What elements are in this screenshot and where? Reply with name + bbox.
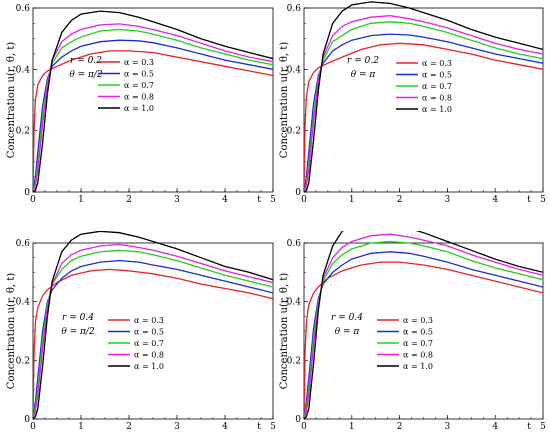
x-tick-label: 3 <box>174 422 180 432</box>
x-tick-label: 2 <box>397 422 403 432</box>
legend-label: α = 0.8 <box>403 351 433 360</box>
series-line-3 <box>304 240 543 419</box>
y-tick-label: 0.6 <box>16 239 31 249</box>
series-line-5 <box>304 1 543 192</box>
series-line-5 <box>33 231 273 419</box>
x-tick-label: 3 <box>174 195 180 205</box>
series-line-2 <box>33 39 273 192</box>
x-tick-label: 1 <box>78 422 84 432</box>
legend-label: α = 0.5 <box>403 328 433 337</box>
legend-label: α = 0.7 <box>124 81 154 90</box>
x-tick-label: 0 <box>30 195 36 205</box>
x-tick-label: 0 <box>301 195 307 205</box>
x-tick-label: 0 <box>301 422 307 432</box>
y-axis-label: Concentration u(r, θ, t) <box>279 273 290 389</box>
x-tick-label: 2 <box>126 422 132 432</box>
series-line-1 <box>304 42 543 192</box>
legend-label: α = 1.0 <box>422 105 452 114</box>
chart-panel-1: 0 1 2 3 4 5t 0 0.2 0.4 0.6 Concentration u(r, θ, t… <box>6 4 276 205</box>
y-tick-label: 0.4 <box>16 298 31 308</box>
legend-label: α = 0.5 <box>422 71 452 80</box>
series-line-2 <box>304 251 543 419</box>
legend-label: α = 0.5 <box>134 328 164 337</box>
legend-label: α = 0.7 <box>134 339 164 348</box>
legend-label: α = 0.7 <box>422 82 452 91</box>
x-tick-label: 3 <box>445 195 451 205</box>
x-tick-label: 1 <box>78 195 84 205</box>
series-line-2 <box>33 259 273 419</box>
legend-label: α = 1.0 <box>124 104 154 113</box>
y-tick-label: 0.6 <box>287 4 302 14</box>
x-tick-label: 5 <box>270 195 276 205</box>
x-tick-label: 2 <box>397 195 403 205</box>
series-line-3 <box>33 249 273 419</box>
x-tick-label: 1 <box>349 195 355 205</box>
annotation-text: θ = π <box>335 327 361 337</box>
legend-label: α = 0.5 <box>124 70 154 79</box>
y-axis-label: Concentration u(r, θ, t) <box>6 42 17 158</box>
x-tick-label: 3 <box>445 422 451 432</box>
series-line-4 <box>33 243 273 419</box>
legend-label: α = 0.3 <box>124 58 154 67</box>
annotation-text: θ = π <box>351 70 377 80</box>
chart-panel-3: 0 1 2 3 4 5t 0 0.2 0.4 0.6 Concentration u(r, θ, t… <box>6 231 276 432</box>
y-tick-label: 0.6 <box>287 239 302 249</box>
x-tick-label: 5 <box>270 422 276 432</box>
annotation-text: r = 0.4 <box>62 313 94 323</box>
x-tick-label: 4 <box>222 422 228 432</box>
x-axis-label: t <box>527 422 531 432</box>
y-tick-label: 0.2 <box>287 127 301 137</box>
legend-label: α = 0.8 <box>422 94 452 103</box>
series-line-5 <box>304 231 543 419</box>
legend-label: α = 0.3 <box>422 59 452 68</box>
x-tick-label: 4 <box>222 195 228 205</box>
y-tick-label: 0.4 <box>16 65 31 75</box>
y-tick-label: 0 <box>295 188 301 198</box>
series-line-2 <box>304 33 543 192</box>
y-tick-label: 0 <box>295 415 301 425</box>
legend-label: α = 0.3 <box>403 316 433 325</box>
x-tick-label: 0 <box>30 422 36 432</box>
series-line-4 <box>304 233 543 419</box>
legend-label: α = 0.8 <box>124 93 154 102</box>
y-tick-label: 0.6 <box>16 4 31 14</box>
x-tick-label: 1 <box>349 422 355 432</box>
legend-label: α = 0.3 <box>134 316 164 325</box>
annotation-text: r = 0.2 <box>347 56 379 66</box>
chart-panel-2: 0 1 2 3 4 5t 0 0.2 0.4 0.6 Concentration u(r, θ, t… <box>279 1 546 205</box>
series-line-1 <box>33 268 273 419</box>
y-axis-label: Concentration u(r, θ, t) <box>6 273 17 389</box>
series-line-1 <box>304 261 543 419</box>
legend-label: α = 1.0 <box>403 362 433 371</box>
series-line-4 <box>304 15 543 192</box>
annotation-text: r = 0.4 <box>331 313 363 323</box>
legend-label: α = 0.7 <box>403 339 433 348</box>
x-tick-label: 5 <box>540 422 546 432</box>
y-tick-label: 0.4 <box>287 65 302 75</box>
legend-label: α = 0.8 <box>134 351 164 360</box>
annotation-text: θ = π/2 <box>69 70 103 80</box>
y-tick-label: 0.4 <box>287 298 302 308</box>
x-tick-label: 5 <box>540 195 546 205</box>
y-tick-label: 0.2 <box>16 356 30 366</box>
x-tick-label: 2 <box>126 195 132 205</box>
annotation-text: r = 0.2 <box>70 56 102 66</box>
y-tick-label: 0.2 <box>16 127 30 137</box>
x-axis-label: t <box>257 195 261 205</box>
x-axis-label: t <box>257 422 261 432</box>
series-line-1 <box>33 50 273 192</box>
y-tick-label: 0 <box>24 415 30 425</box>
legend-label: α = 1.0 <box>134 362 164 371</box>
annotation-text: θ = π/2 <box>61 327 95 337</box>
y-axis-label: Concentration u(r, θ, t) <box>279 42 290 158</box>
chart-panel-4: 0 1 2 3 4 5t 0 0.2 0.4 0.6 Concentration u(r, θ, t… <box>279 231 546 432</box>
x-tick-label: 4 <box>492 195 498 205</box>
y-tick-label: 0 <box>24 188 30 198</box>
y-tick-label: 0.2 <box>287 356 301 366</box>
x-axis-label: t <box>527 195 531 205</box>
series-line-5 <box>33 10 273 192</box>
x-tick-label: 4 <box>492 422 498 432</box>
series-line-4 <box>33 23 273 192</box>
